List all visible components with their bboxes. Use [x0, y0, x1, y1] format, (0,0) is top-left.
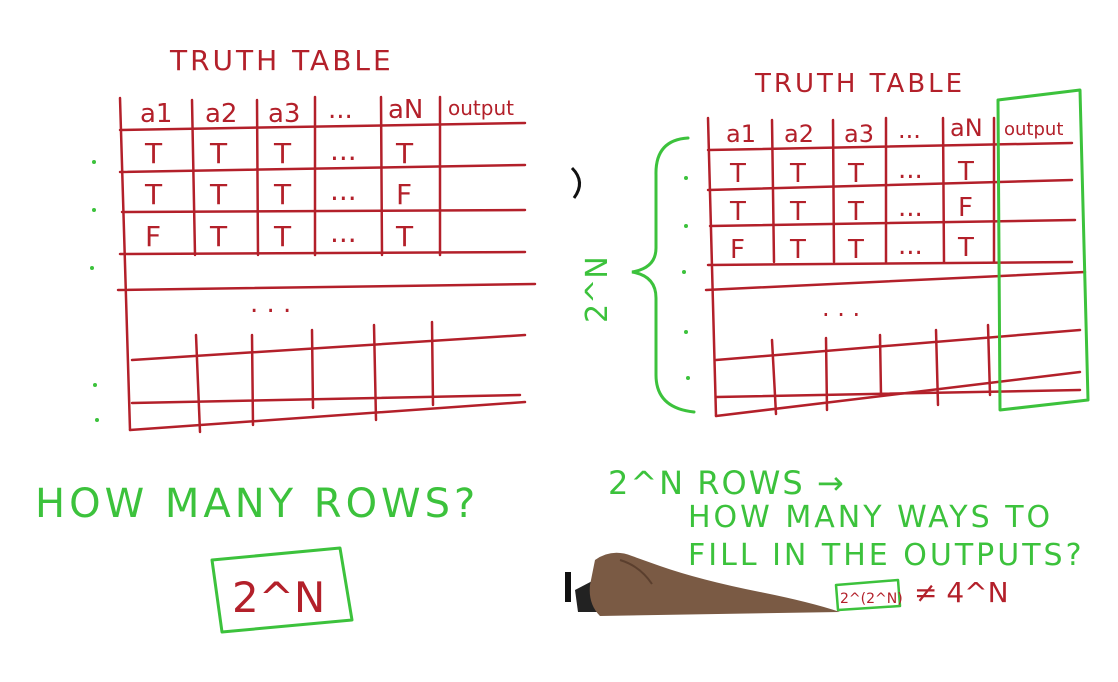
- left-rows-ellipsis: . . .: [250, 289, 291, 319]
- left-cell: T: [395, 220, 414, 253]
- right-header-row: a1 a2 a3 ... aN output: [726, 114, 1063, 148]
- rows-brace: [631, 136, 696, 414]
- left-cell: T: [273, 137, 292, 170]
- right-cell: ...: [898, 193, 923, 223]
- left-header-row: a1 a2 a3 ... aN output: [140, 95, 514, 129]
- right-truth-table: TRUTH TABLE: [704, 69, 1087, 418]
- left-margin-dots: [90, 160, 99, 422]
- left-header-a1: a1: [140, 99, 172, 129]
- right-header-ellipsis: ...: [898, 116, 921, 144]
- right-cell: F: [958, 193, 973, 223]
- right-cell: T: [847, 235, 864, 265]
- left-truth-table: TRUTH TABLE: [116, 44, 537, 434]
- right-cell: T: [729, 159, 746, 189]
- stray-mark: [570, 166, 581, 199]
- left-table-title: TRUTH TABLE: [169, 44, 394, 77]
- right-cell: T: [847, 197, 864, 227]
- right-margin-dots: [682, 176, 690, 380]
- brace-label: 2^N: [580, 256, 615, 323]
- right-cell: F: [730, 235, 745, 265]
- right-answer-box: 2^(2^N): [834, 578, 903, 612]
- left-cell: T: [273, 220, 292, 253]
- left-cell: F: [145, 220, 161, 253]
- left-cell: T: [209, 137, 228, 170]
- right-header-aN: aN: [950, 114, 983, 142]
- left-header-ellipsis: ...: [328, 95, 353, 125]
- left-cell: T: [144, 178, 163, 211]
- right-cell: T: [789, 197, 806, 227]
- left-answer: 2^N: [232, 573, 325, 622]
- output-column-highlight: [996, 88, 1090, 412]
- right-cell: T: [957, 233, 974, 263]
- right-rows-ellipsis: . . .: [822, 294, 860, 322]
- right-question-line1: HOW MANY WAYS TO: [688, 500, 1053, 535]
- right-header-output: output: [1004, 119, 1063, 140]
- left-cell: ...: [330, 134, 357, 167]
- left-cell: F: [396, 178, 412, 211]
- right-cell: T: [789, 235, 806, 265]
- left-cell: T: [209, 178, 228, 211]
- right-answer: 2^(2^N): [840, 591, 903, 607]
- right-header-a1: a1: [726, 120, 756, 148]
- rows-note: 2^N ROWS →: [608, 464, 846, 502]
- right-header-a2: a2: [784, 120, 814, 148]
- presenter-hand: [565, 552, 840, 616]
- left-cell: T: [144, 137, 163, 170]
- left-header-aN: aN: [388, 95, 423, 125]
- right-cell: T: [957, 157, 974, 187]
- right-cell: T: [789, 159, 806, 189]
- right-question-line2: FILL IN THE OUTPUTS?: [688, 538, 1085, 573]
- left-cell: T: [395, 137, 414, 170]
- right-cell: T: [729, 197, 746, 227]
- left-header-a2: a2: [205, 99, 237, 129]
- left-table-rows: T T T ... T T T T ... F F T T ... T: [144, 134, 414, 253]
- left-cell: T: [209, 220, 228, 253]
- left-question: HOW MANY ROWS?: [35, 481, 479, 527]
- right-cell: ...: [898, 231, 923, 261]
- right-comparison: ≠ 4^N: [914, 576, 1009, 609]
- left-cell: T: [273, 178, 292, 211]
- right-cell: T: [847, 159, 864, 189]
- left-answer-box: 2^N: [210, 546, 354, 634]
- right-header-a3: a3: [844, 120, 874, 148]
- left-header-output: output: [448, 96, 514, 120]
- right-table-rows: T T T ... T T T T ... F F T T ... T: [729, 155, 974, 265]
- left-cell: ...: [330, 174, 357, 207]
- right-table-title: TRUTH TABLE: [754, 69, 965, 99]
- right-cell: ...: [898, 155, 923, 185]
- left-header-a3: a3: [268, 99, 300, 129]
- left-cell: ...: [330, 216, 357, 249]
